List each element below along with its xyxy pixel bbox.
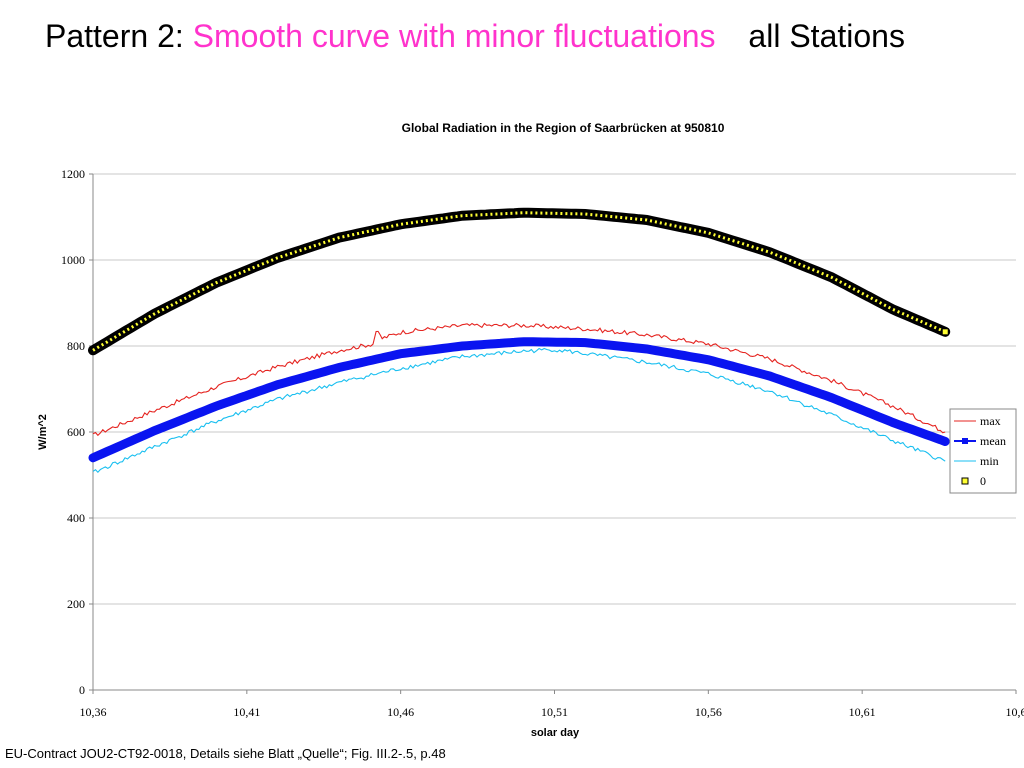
series-markers-0 <box>92 211 946 352</box>
legend-label-min: min <box>980 454 999 468</box>
legend-box <box>949 408 1017 494</box>
legend-label-mean: mean <box>980 434 1006 448</box>
gridlines <box>93 173 1016 605</box>
y-axis-label: W/m^2 <box>37 414 49 450</box>
y-tick-label: 0 <box>79 683 85 697</box>
x-axis-label: solar day <box>531 727 580 739</box>
title-prefix: Pattern 2: <box>45 18 184 54</box>
chart-title: Global Radiation in the Region of Saarbr… <box>402 121 725 135</box>
footer-citation: EU-Contract JOU2-CT92-0018, Details sieh… <box>5 746 446 761</box>
series-line-max <box>92 322 946 437</box>
legend-marker-mean <box>962 438 968 444</box>
y-ticks: 0 200 400 600 800 1000 1200 <box>61 167 93 697</box>
series-end-marker <box>941 328 949 336</box>
x-tick-label: 10,6 <box>1006 705 1024 719</box>
slide-title: Pattern 2: Smooth curve with minor fluct… <box>45 18 905 55</box>
legend-label-0: 0 <box>980 474 986 488</box>
title-accent: Smooth curve with minor fluctuations <box>192 18 716 54</box>
series-line-mean <box>88 337 950 463</box>
y-tick-label: 800 <box>67 339 85 353</box>
series-line-min <box>92 347 946 474</box>
legend-swatch-0 <box>961 477 969 485</box>
x-tick-label: 10,51 <box>541 705 568 719</box>
legend: max mean min 0 <box>949 408 1017 494</box>
y-tick-label: 1200 <box>61 167 85 181</box>
legend-label-max: max <box>980 414 1001 428</box>
y-tick-label: 1000 <box>61 253 85 267</box>
x-tick-label: 10,41 <box>233 705 260 719</box>
title-suffix: all Stations <box>748 18 905 54</box>
y-tick-label: 200 <box>67 597 85 611</box>
y-tick-label: 600 <box>67 425 85 439</box>
x-tick-label: 10,46 <box>387 705 414 719</box>
x-tick-label: 10,56 <box>695 705 722 719</box>
x-tick-label: 10,36 <box>80 705 107 719</box>
series-group <box>88 207 951 474</box>
x-tick-label: 10,61 <box>849 705 876 719</box>
y-tick-label: 400 <box>67 511 85 525</box>
x-ticks: 10,36 10,41 10,46 10,51 10,56 10,61 10,6 <box>80 690 1024 719</box>
